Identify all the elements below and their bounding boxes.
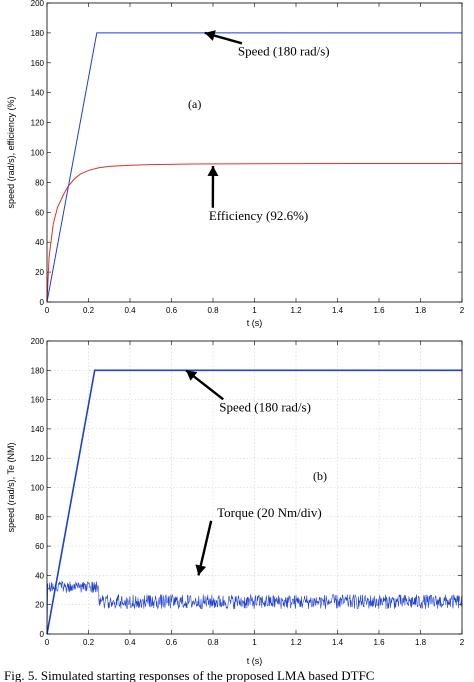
- panel-a-xtick-label-0: 0: [45, 306, 50, 315]
- panel-b-ytick-label-5: 100: [31, 484, 45, 493]
- panel-a-annotation-arrow-1-head: [207, 165, 219, 176]
- panel-b-annotation-1: Torque (20 Nm/div): [217, 505, 322, 520]
- panel-a-xtick-label-2: 0.4: [124, 306, 136, 315]
- panel-b-xtick-label-0: 0: [45, 638, 50, 647]
- panel-b-series-torque: [46, 580, 462, 635]
- panel-a-xtick-label-1: 0.2: [83, 306, 95, 315]
- panel-a-ytick-label-2: 40: [35, 238, 44, 247]
- figure-caption: Fig. 5. Simulated starting responses of …: [4, 668, 374, 682]
- panel-a-series-speed: [46, 32, 462, 303]
- panel-a-xtick-label-10: 2: [460, 306, 465, 315]
- panel-a-ytick-label-8: 160: [31, 59, 45, 68]
- panel-a-xtick-label-6: 1.2: [290, 306, 302, 315]
- panel-a-ytick-label-0: 0: [40, 298, 45, 307]
- panel-b-xtick-label-6: 1.2: [290, 638, 302, 647]
- panel-a-xtick-label-8: 1.6: [373, 306, 385, 315]
- panel-b-xlabel: t (s): [247, 656, 263, 666]
- panel-b-xtick-label-4: 0.8: [207, 638, 219, 647]
- panel-a-xtick-label-5: 1: [252, 306, 257, 315]
- panel-b-ytick-label-8: 160: [31, 396, 45, 405]
- panel-a-series-efficiency: [46, 163, 462, 303]
- panel-a-annotation-1: Efficiency (92.6%): [209, 208, 308, 223]
- panel-a-panel-label: (a): [188, 97, 201, 111]
- panel-b-xtick-label-2: 0.4: [124, 638, 136, 647]
- panel-b-annotation-arrow-1-head: [195, 564, 207, 576]
- panel-a-frame: [46, 2, 463, 303]
- panel-a-ytick-label-1: 20: [35, 268, 44, 277]
- panel-a-xtick-label-7: 1.4: [332, 306, 344, 315]
- panel-b-panel-label: (b): [313, 469, 327, 483]
- panel-b-annotation-0: Speed (180 rad/s): [219, 399, 311, 414]
- panel-b-ytick-label-10: 200: [31, 337, 45, 346]
- panel-a-xtick-label-3: 0.6: [166, 306, 178, 315]
- panel-b-xtick-label-3: 0.6: [166, 638, 178, 647]
- panel-a-ytick-label-4: 80: [35, 178, 44, 187]
- panel-a-ytick-label-5: 100: [31, 149, 45, 158]
- panel-b-xtick-label-9: 1.8: [415, 638, 427, 647]
- panel-a-ylabel: speed (rad/s), efficiency (%): [6, 97, 16, 209]
- panel-b-annotation-arrow-0-head: [186, 370, 198, 381]
- panel-a-annotation-arrow-0-head: [204, 30, 216, 41]
- panel-a-xtick-label-4: 0.8: [207, 306, 219, 315]
- chart-panel-a: 0 0.2 0.4 0.6 0.8 1 1.2 1.4 1.6 1.8 20204060801001…: [6, 0, 465, 328]
- panel-a-ytick-label-9: 180: [31, 29, 45, 38]
- panel-a-ytick-label-3: 60: [35, 208, 44, 217]
- panel-b-ytick-label-1: 20: [35, 601, 44, 610]
- panel-a-ytick-label-7: 140: [31, 89, 45, 98]
- panel-a-xlabel: t (s): [247, 318, 263, 328]
- panel-a-xtick-label-9: 1.8: [415, 306, 427, 315]
- panel-b-xtick-label-1: 0.2: [83, 638, 95, 647]
- panel-b-frame: [46, 340, 463, 635]
- panel-b-xtick-label-10: 2: [460, 638, 465, 647]
- panel-b-ytick-label-7: 140: [31, 425, 45, 434]
- panel-b-ytick-label-6: 120: [31, 454, 45, 463]
- panel-b-xtick-label-8: 1.6: [373, 638, 385, 647]
- panel-b-ylabel: speed (rad/s), Te (NM): [6, 443, 16, 533]
- panel-a-ytick-label-10: 200: [31, 0, 45, 8]
- panel-b-series-speed: [46, 369, 462, 635]
- chart-panel-b: 0 0.2 0.4 0.6 0.8 1 1.2 1.4 1.6 1.8 20204060801001…: [6, 337, 465, 666]
- panel-b-xtick-label-7: 1.4: [332, 638, 344, 647]
- panel-b-ytick-label-9: 180: [31, 366, 45, 375]
- panel-a-annotation-0: Speed (180 rad/s): [238, 43, 330, 58]
- panel-b-ytick-label-0: 0: [40, 630, 45, 639]
- panel-b-ytick-label-3: 60: [35, 542, 44, 551]
- panel-b-ytick-label-4: 80: [35, 513, 44, 522]
- panel-a-ytick-label-6: 120: [31, 119, 45, 128]
- panel-b-ytick-label-2: 40: [35, 571, 44, 580]
- panel-b-xtick-label-5: 1: [252, 638, 257, 647]
